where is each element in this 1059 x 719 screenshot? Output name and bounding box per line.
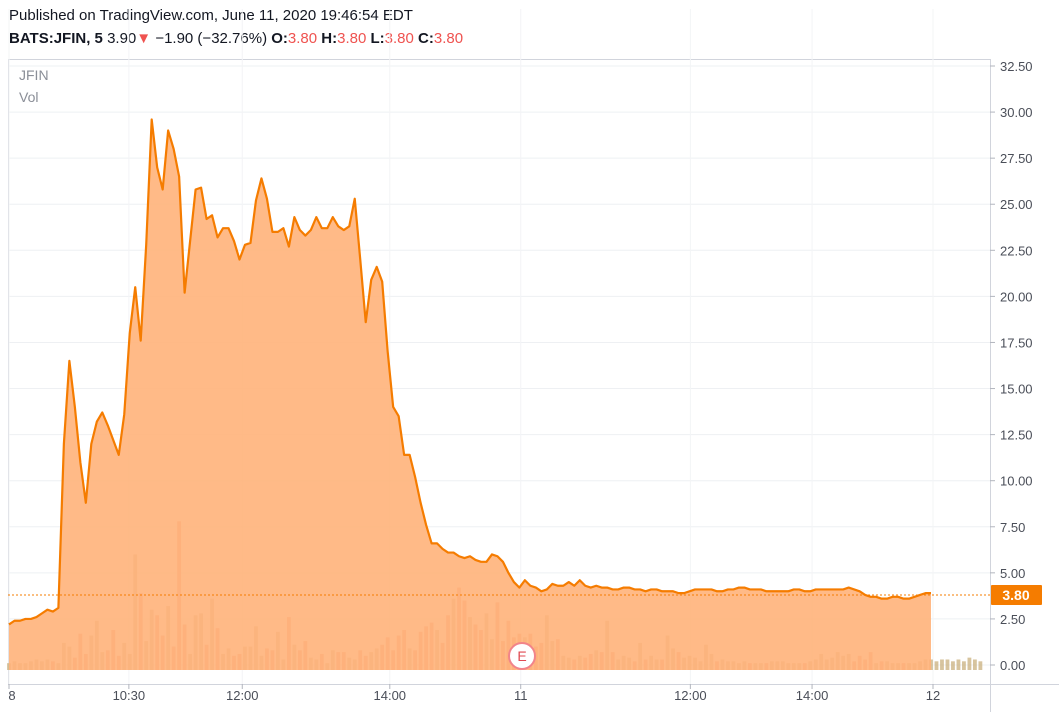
down-arrow-icon: ▼ xyxy=(136,30,152,47)
y-tick-label: 2.50 xyxy=(1000,612,1025,627)
x-tick-label: 10:30 xyxy=(113,688,146,703)
price-area xyxy=(9,119,931,670)
volume-bar xyxy=(940,659,944,670)
y-tick-label: 30.00 xyxy=(1000,105,1033,120)
y-tick-label: 25.00 xyxy=(1000,197,1033,212)
close-label: C: xyxy=(418,30,434,47)
low-value: 3.80 xyxy=(384,30,414,47)
y-tick-label: 10.00 xyxy=(1000,474,1033,489)
last-price-badge xyxy=(991,584,1042,605)
earnings-marker-circle xyxy=(508,642,536,670)
price-change: −1.90 (−32.76%) xyxy=(155,30,268,47)
volume-bar xyxy=(972,659,977,670)
symbol-label[interactable]: BATS:JFIN, 5 xyxy=(9,30,103,47)
volume-bar xyxy=(962,661,966,670)
high-label: H: xyxy=(321,30,338,47)
y-tick-label: 0.00 xyxy=(1000,658,1025,673)
volume-bar xyxy=(951,661,955,670)
open-value: 3.80 xyxy=(287,30,318,47)
legend-symbol[interactable]: JFIN xyxy=(19,67,49,83)
volume-bar xyxy=(967,657,972,670)
ohlc-line: BATS:JFIN, 5 3.90▼ −1.90 (−32.76%) O:3.8… xyxy=(9,30,463,47)
x-tick-label: 8 xyxy=(8,688,15,703)
y-tick-label: 15.00 xyxy=(1000,382,1033,397)
high-value: 3.80 xyxy=(337,30,367,47)
y-tick-label: 20.00 xyxy=(1000,289,1033,304)
last-price-badge-label: 3.80 xyxy=(1002,587,1029,603)
y-axis-ticks: 32.50 30.00 27.50 25.00 22.50 20.00 17.50 15.00… xyxy=(990,59,1033,673)
published-line: Published on TradingView.com, June 11, 2… xyxy=(9,7,413,24)
y-tick-label: 22.50 xyxy=(1000,243,1033,258)
x-tick-label: 12:00 xyxy=(674,688,707,703)
x-tick-label: 14:00 xyxy=(374,688,407,703)
earnings-marker-label: E xyxy=(517,648,526,664)
low-label: L: xyxy=(370,30,385,47)
earnings-marker[interactable]: E xyxy=(508,642,536,670)
volume-bar xyxy=(934,661,939,670)
volume-bar xyxy=(978,661,983,670)
x-tick-label: 12 xyxy=(926,688,940,703)
x-tick-label: 12:00 xyxy=(226,688,259,703)
volume-bar xyxy=(945,659,950,670)
x-tick-label: 11 xyxy=(514,688,528,703)
close-value: 3.80 xyxy=(433,30,464,47)
y-tick-label: 17.50 xyxy=(1000,335,1033,350)
open-label: O: xyxy=(271,30,288,47)
legend-volume[interactable]: Vol xyxy=(19,89,39,105)
x-tick-label: 14:00 xyxy=(796,688,829,703)
y-tick-label: 7.50 xyxy=(1000,520,1025,535)
y-tick-label: 5.00 xyxy=(1000,566,1025,581)
y-tick-label: 12.50 xyxy=(1000,428,1033,443)
x-axis-ticks: 8 10:30 12:00 14:00 11 12:00 14:00 12 xyxy=(8,684,940,703)
volume-bar xyxy=(956,659,961,670)
y-tick-label: 32.50 xyxy=(1000,59,1033,74)
y-tick-label: 27.50 xyxy=(1000,151,1033,166)
price-line xyxy=(8,118,931,626)
